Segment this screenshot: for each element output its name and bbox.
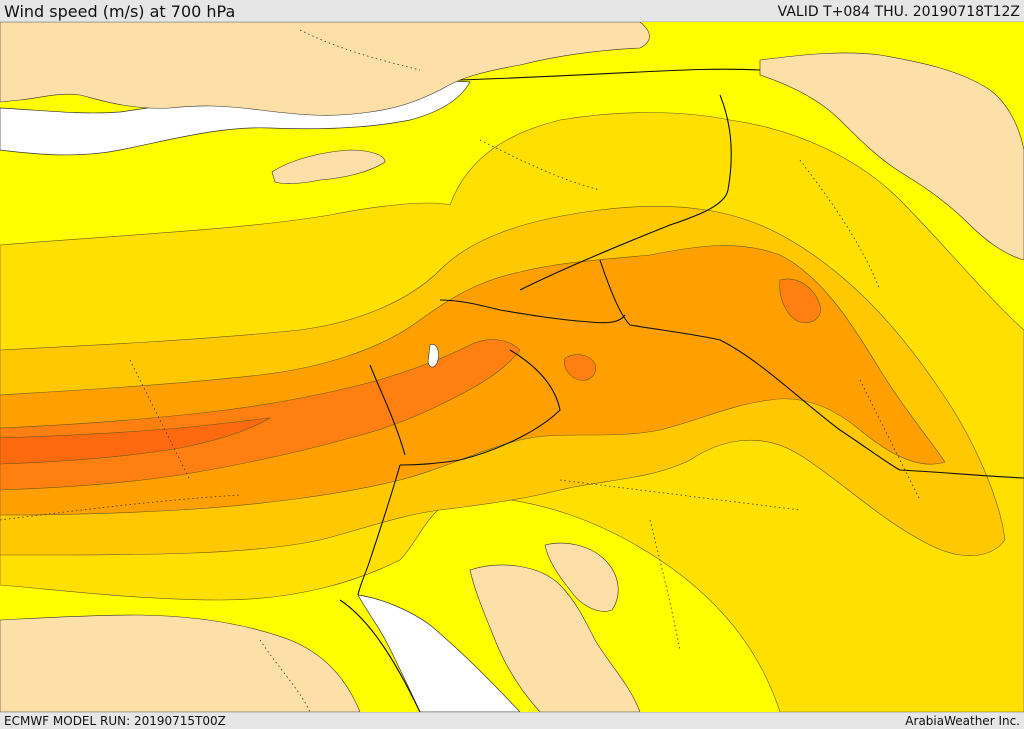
province-lines [0,29,921,712]
model-run: ECMWF MODEL RUN: 20190715T00Z [4,714,226,728]
country-borders [339,68,1024,712]
red-sea [357,594,521,712]
egypt-israel-border [369,364,406,456]
jordan-arabia-border [399,349,561,466]
band-5-small-patch [564,354,596,381]
red-sea-coast [357,464,401,596]
syria-iraq-border [519,94,732,291]
valid-time: VALID T+084 THU. 20190718T12Z [777,4,1020,20]
iraq-arabia-border [599,259,1024,479]
band-5-east-patch [779,278,821,323]
wind-speed-map [0,22,1024,712]
turkey-syria-border [459,68,761,81]
arabia-land-patch-2 [544,542,619,612]
dead-sea [427,344,439,368]
iran-land [759,52,1024,261]
cyprus-land [271,149,386,185]
jordan-border [439,299,626,324]
egypt-sudan-border [339,599,421,712]
turkey-land [0,22,650,116]
arabia-land-patch [469,564,641,712]
footer-bar: ECMWF MODEL RUN: 20190715T00Z ArabiaWeat… [0,712,1024,729]
band-6-core [0,417,271,465]
credit: ArabiaWeather Inc. [905,714,1020,728]
chart-title: Wind speed (m/s) at 700 hPa [4,2,236,21]
title-bar: Wind speed (m/s) at 700 hPa VALID T+084 … [0,0,1024,22]
egypt-land [0,614,361,712]
